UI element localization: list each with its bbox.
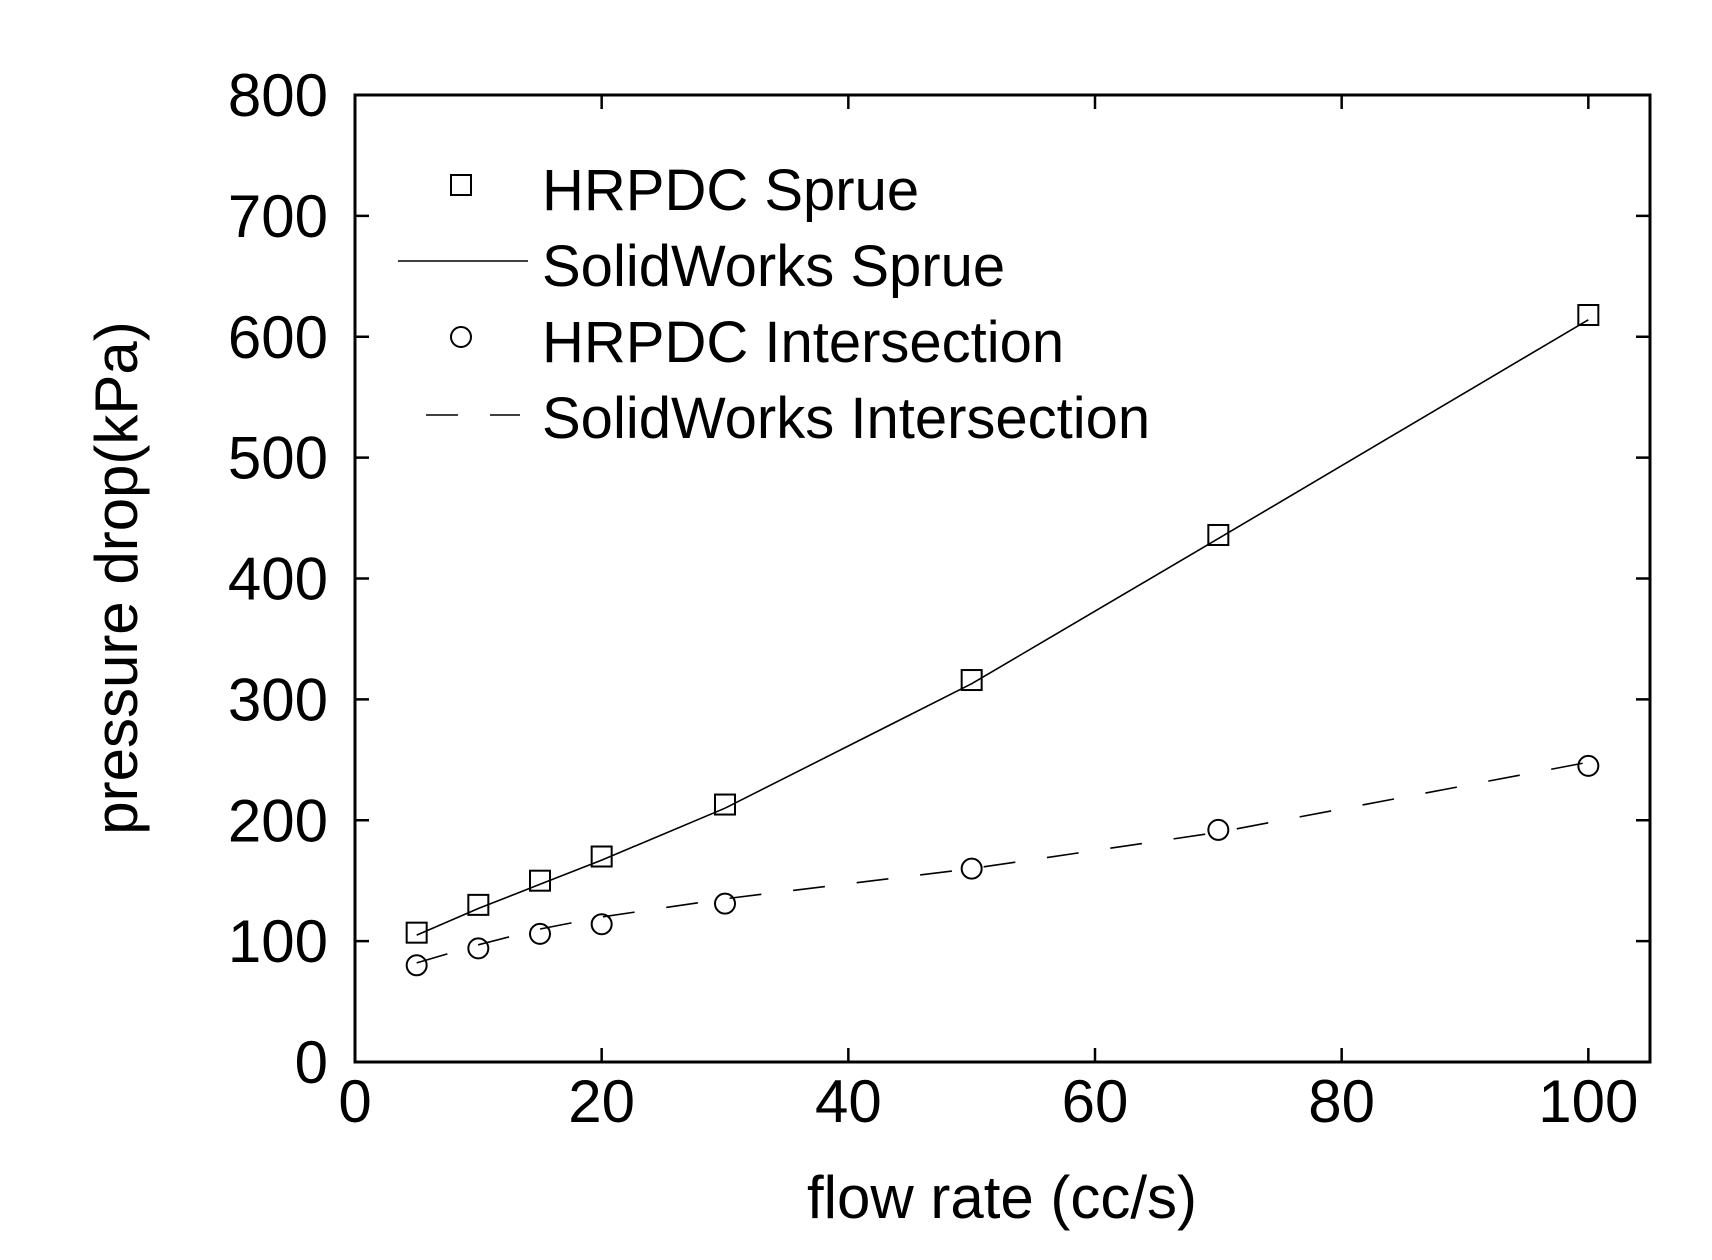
legend-label-solidworks-intersection: SolidWorks Intersection <box>542 386 1150 451</box>
data-point-hrpdc-sprue <box>1577 303 1600 326</box>
series-line-solidworks-sprue <box>416 319 1589 936</box>
legend-marker-hrpdc-intersection <box>450 326 472 348</box>
x-tick-label: 0 <box>338 1068 371 1135</box>
data-point-hrpdc-intersection <box>714 892 736 915</box>
data-point-hrpdc-intersection <box>405 954 428 977</box>
y-tick-label: 400 <box>228 546 328 613</box>
y-tick-label: 800 <box>228 62 328 129</box>
data-point-hrpdc-intersection <box>529 922 551 945</box>
axis-ticks <box>353 93 1650 1064</box>
data-point-hrpdc-intersection <box>960 857 983 880</box>
y-tick-labels: 0 100 200 300 400 500 600 700 800 <box>228 62 328 1096</box>
data-point-hrpdc-intersection <box>1207 818 1230 841</box>
y-tick-label: 300 <box>228 666 328 733</box>
data-point-hrpdc-sprue <box>1207 523 1230 546</box>
data-point-hrpdc-intersection <box>1577 754 1600 777</box>
legend: HRPDC Sprue SolidWorks Sprue HRPDC Inter… <box>398 158 1150 451</box>
x-axis-title: flow rate (cc/s) <box>807 1164 1197 1231</box>
y-axis-title: pressure drop(kPa) <box>83 321 150 835</box>
data-point-hrpdc-sprue <box>960 669 983 692</box>
series-line-solidworks-intersection <box>416 761 1589 964</box>
x-tick-label: 100 <box>1538 1068 1638 1135</box>
data-point-hrpdc-intersection <box>590 913 613 936</box>
x-tick-label: 80 <box>1308 1068 1375 1135</box>
x-tick-label: 60 <box>1062 1068 1129 1135</box>
legend-label-solidworks-sprue: SolidWorks Sprue <box>542 234 1005 299</box>
series-layer <box>405 303 1600 977</box>
y-tick-label: 500 <box>228 425 328 492</box>
y-tick-label: 200 <box>228 787 328 854</box>
y-tick-label: 0 <box>295 1029 328 1096</box>
legend-label-hrpdc-sprue: HRPDC Sprue <box>542 158 919 223</box>
data-point-hrpdc-intersection <box>467 937 490 960</box>
legend-marker-hrpdc-sprue <box>450 174 472 196</box>
data-point-hrpdc-sprue <box>405 921 428 944</box>
y-tick-label: 700 <box>228 183 328 250</box>
x-tick-labels: 0 20 40 60 80 100 <box>338 1068 1638 1135</box>
x-tick-label: 40 <box>815 1068 882 1135</box>
x-tick-label: 20 <box>568 1068 635 1135</box>
y-tick-label: 600 <box>228 304 328 371</box>
y-tick-label: 100 <box>228 908 328 975</box>
legend-label-hrpdc-intersection: HRPDC Intersection <box>542 310 1064 375</box>
